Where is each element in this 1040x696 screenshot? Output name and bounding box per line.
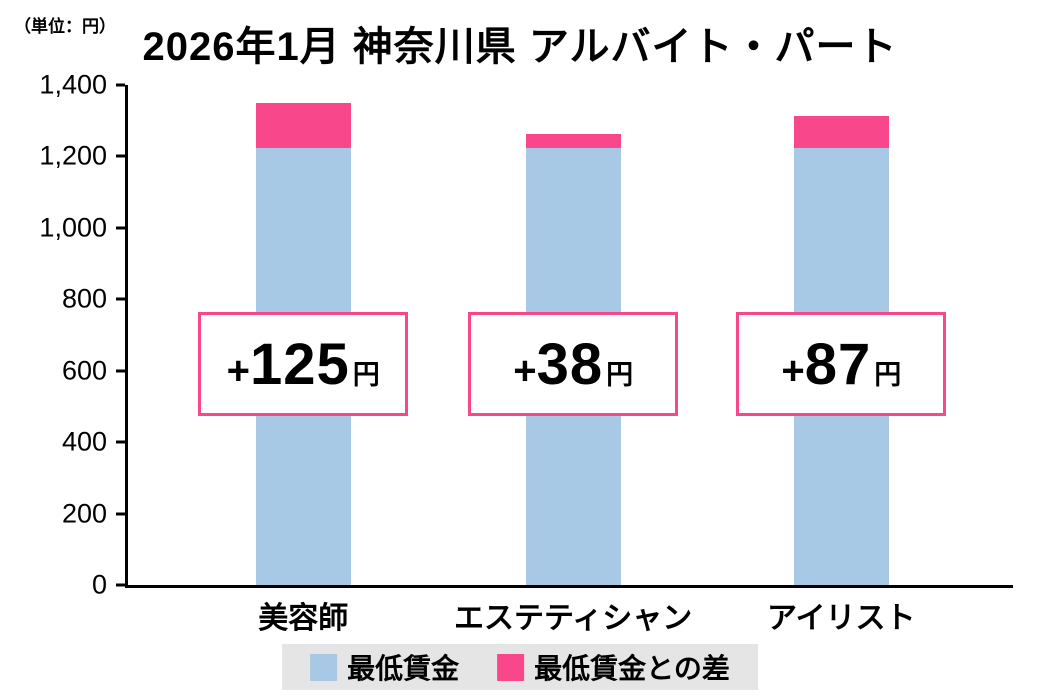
- plot-area: +125 円美容師 +38 円エステティシャン +87 円アイリスト: [125, 85, 1013, 635]
- annotation-plus: +: [226, 348, 250, 393]
- y-axis-label: 800: [61, 283, 107, 314]
- annotation-value: 125: [250, 331, 350, 397]
- legend-item-2: 最低賃金との差: [497, 647, 730, 687]
- annotation-text: +87 円: [781, 331, 901, 398]
- annotation-unit: 円: [874, 359, 902, 390]
- annotation-box-2: +38 円: [468, 312, 679, 416]
- annotation-text: +38 円: [513, 331, 633, 398]
- y-axis-tick: [116, 512, 125, 516]
- annotation-plus: +: [513, 348, 537, 393]
- legend-label: 最低賃金: [347, 653, 460, 684]
- annotation-value: 38: [536, 331, 604, 397]
- bar-segment-diff: [525, 133, 621, 148]
- y-axis-tick: [116, 297, 125, 301]
- bar-segment-diff: [793, 116, 889, 148]
- annotation-box-1: +125 円: [198, 312, 409, 416]
- y-axis-tick: [116, 440, 125, 444]
- y-axis-tick: [116, 369, 125, 373]
- x-axis-category-label: アイリスト: [767, 602, 916, 635]
- x-axis-category-label: 美容師: [258, 602, 349, 635]
- y-axis-label: 1,000: [39, 212, 107, 243]
- annotation-value: 87: [804, 331, 872, 397]
- legend-swatch: [497, 653, 525, 681]
- y-axis-label: 400: [61, 426, 107, 457]
- y-axis-tick: [116, 83, 125, 87]
- y-axis-tick: [116, 154, 125, 158]
- annotation-box-3: +87 円: [736, 312, 947, 416]
- annotation-plus: +: [781, 348, 805, 393]
- legend-swatch: [310, 653, 338, 681]
- legend: 最低賃金 最低賃金との差: [282, 644, 758, 690]
- y-axis-label: 600: [61, 355, 107, 386]
- y-axis-label: 0: [91, 569, 107, 600]
- annotation-text: +125 円: [227, 331, 380, 398]
- y-axis: 1,400 1,200 1,000 800 600 400 200 0: [0, 70, 125, 600]
- bar-segment-diff: [255, 102, 351, 148]
- x-axis-category-label: エステティシャン: [454, 602, 693, 635]
- y-axis-label: 1,200: [39, 140, 107, 171]
- unit-label: （単位：円）: [14, 17, 116, 36]
- legend-item-1: 最低賃金: [310, 647, 459, 687]
- annotation-unit: 円: [606, 359, 634, 390]
- y-axis-tick: [116, 226, 125, 230]
- y-axis-label: 1,400: [39, 69, 107, 100]
- y-axis-label: 200: [61, 498, 107, 529]
- y-axis-tick: [116, 583, 125, 587]
- annotation-unit: 円: [352, 359, 380, 390]
- chart-title: 2026年1月 神奈川県 アルバイト・パート: [142, 25, 898, 69]
- legend-label: 最低賃金との差: [534, 653, 730, 684]
